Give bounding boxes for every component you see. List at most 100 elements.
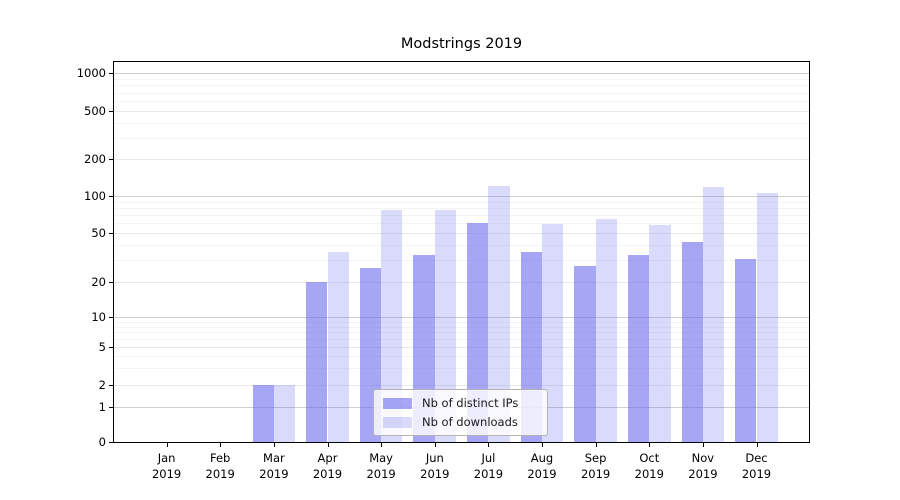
distinct-ips-swatch-icon: [383, 397, 412, 409]
y-tick: [109, 73, 113, 74]
minor-gridline: [114, 327, 809, 328]
x-tick: [649, 443, 651, 447]
x-tick-label: May 2019: [366, 451, 396, 481]
decade-gridline: [114, 196, 809, 197]
x-tick-label: Dec 2019: [741, 451, 772, 481]
y-tick: [109, 233, 113, 234]
bar-downloads: [381, 210, 403, 442]
y-tick: [109, 282, 113, 283]
x-tick: [166, 443, 168, 447]
minor-gridline: [114, 356, 809, 357]
y-tick-label: 10: [91, 310, 106, 324]
minor-gridline: [114, 101, 809, 102]
bar-downloads: [756, 192, 778, 442]
y-tick-label: 1: [98, 400, 106, 414]
bar-downloads: [488, 186, 510, 442]
major-gridline: [114, 111, 809, 112]
x-tick-label: Jun 2019: [420, 451, 450, 481]
y-tick: [109, 385, 113, 386]
y-tick-label: 1000: [76, 66, 106, 80]
major-gridline: [114, 159, 809, 160]
y-tick: [109, 347, 113, 348]
bar-downloads: [595, 219, 617, 442]
minor-gridline: [114, 85, 809, 86]
decade-gridline: [114, 73, 809, 74]
x-tick-label: Jan 2019: [151, 451, 182, 481]
x-tick-label: Apr 2019: [312, 451, 343, 481]
chart-title: Modstrings 2019: [400, 36, 523, 52]
minor-gridline: [114, 339, 809, 340]
x-tick-label: Nov 2019: [688, 451, 718, 481]
x-tick: [273, 443, 275, 447]
decade-gridline: [114, 317, 809, 318]
x-tick: [327, 443, 329, 447]
minor-gridline: [114, 223, 809, 224]
y-tick-label: 50: [91, 226, 106, 240]
x-tick-label: Oct 2019: [634, 451, 664, 481]
legend-item: Nb of downloads: [383, 415, 547, 429]
y-tick: [109, 442, 113, 443]
bar-downloads: [434, 210, 457, 442]
x-tick: [434, 443, 436, 447]
x-tick-label: Feb 2019: [205, 451, 235, 481]
bar-distinct-ips: [627, 255, 650, 442]
y-tick-label: 0: [98, 435, 106, 449]
x-tick-label: Aug 2019: [527, 451, 557, 481]
bar-downloads: [327, 252, 349, 442]
minor-gridline: [114, 245, 809, 246]
bar-distinct-ips: [306, 282, 328, 442]
bar-distinct-ips: [252, 385, 274, 442]
plot-area: [113, 61, 810, 443]
bar-downloads: [273, 385, 296, 442]
minor-gridline: [114, 215, 809, 216]
bar-downloads: [542, 224, 564, 442]
x-tick: [756, 443, 758, 447]
y-tick-label: 200: [84, 152, 106, 166]
minor-gridline: [114, 208, 809, 209]
minor-gridline: [114, 322, 809, 323]
y-tick: [109, 159, 113, 160]
bar-distinct-ips: [574, 266, 596, 442]
bar-distinct-ips: [681, 242, 703, 442]
x-tick-label: Jul 2019: [473, 451, 504, 481]
minor-gridline: [114, 260, 809, 261]
minor-gridline: [114, 123, 809, 124]
y-tick: [109, 111, 113, 112]
x-tick: [488, 443, 490, 447]
minor-gridline: [114, 138, 809, 139]
minor-gridline: [114, 93, 809, 94]
minor-gridline: [114, 79, 809, 80]
x-tick: [220, 443, 222, 447]
y-tick-label: 2: [98, 378, 106, 392]
bar-distinct-ips: [467, 223, 489, 442]
legend-item: Nb of distinct IPs: [383, 396, 547, 410]
downloads-swatch-icon: [383, 416, 412, 428]
bar-distinct-ips: [735, 258, 757, 442]
major-gridline: [114, 347, 809, 348]
legend-label: Nb of distinct IPs: [422, 396, 519, 410]
y-tick-label: 500: [84, 104, 106, 118]
minor-gridline: [114, 202, 809, 203]
x-tick: [702, 443, 704, 447]
y-tick-label: 20: [91, 275, 106, 289]
legend-label: Nb of downloads: [422, 415, 518, 429]
major-gridline: [114, 385, 809, 386]
y-tick-label: 100: [84, 189, 106, 203]
bar-downloads: [649, 225, 671, 442]
x-tick-label: Sep 2019: [580, 451, 611, 481]
y-tick-label: 5: [98, 340, 106, 354]
x-tick: [381, 443, 383, 447]
legend: Nb of distinct IPs Nb of downloads: [373, 389, 548, 436]
x-tick: [542, 443, 543, 447]
x-tick-label: Mar 2019: [259, 451, 289, 481]
major-gridline: [114, 233, 809, 234]
minor-gridline: [114, 368, 809, 369]
major-gridline: [114, 282, 809, 283]
y-tick: [109, 317, 113, 318]
y-tick: [109, 196, 113, 197]
x-tick: [595, 443, 597, 447]
minor-gridline: [114, 332, 809, 333]
y-tick: [109, 407, 113, 408]
bar-downloads: [702, 187, 725, 442]
